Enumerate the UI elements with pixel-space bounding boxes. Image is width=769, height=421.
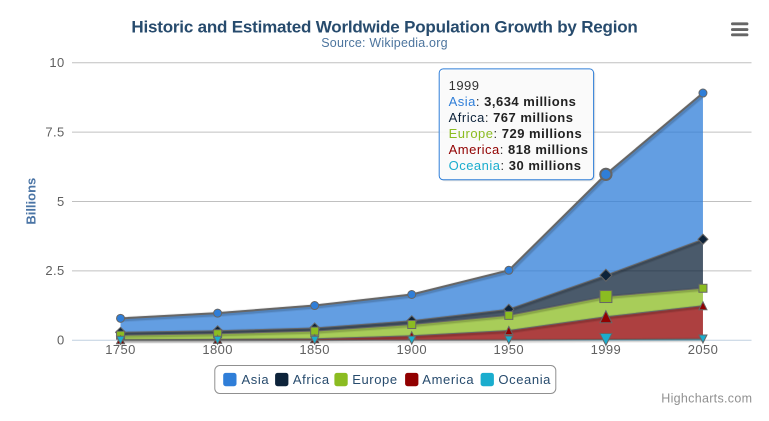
svg-text:1999: 1999 [449,78,480,93]
svg-text:Historic and Estimated Worldwi: Historic and Estimated Worldwide Populat… [131,17,637,36]
svg-text:Asia: 3,634 millions: Asia: 3,634 millions [449,94,577,109]
svg-text:2050: 2050 [688,342,719,357]
svg-text:America: 818 millions: America: 818 millions [449,142,589,157]
svg-text:Africa: Africa [293,372,330,387]
svg-text:1850: 1850 [299,342,330,357]
svg-text:Highcharts.com: Highcharts.com [661,392,752,406]
svg-text:1999: 1999 [591,342,622,357]
svg-text:Europe: Europe [352,372,398,387]
svg-text:Africa: 767 millions: Africa: 767 millions [449,110,574,125]
svg-text:7.5: 7.5 [45,124,64,139]
svg-text:1800: 1800 [202,342,233,357]
svg-text:Asia: Asia [242,372,270,387]
svg-text:5: 5 [57,194,65,209]
svg-text:Billions: Billions [24,178,39,225]
svg-text:Oceania: 30 millions: Oceania: 30 millions [449,158,582,173]
svg-text:0: 0 [57,333,65,348]
svg-text:Source: Wikipedia.org: Source: Wikipedia.org [321,36,447,50]
svg-text:1750: 1750 [105,342,136,357]
svg-text:America: America [422,372,474,387]
svg-text:Oceania: Oceania [498,372,551,387]
svg-text:1900: 1900 [396,342,427,357]
svg-text:2.5: 2.5 [45,263,64,278]
svg-text:1950: 1950 [494,342,525,357]
svg-text:10: 10 [49,55,64,70]
svg-text:Europe: 729 millions: Europe: 729 millions [449,126,583,141]
